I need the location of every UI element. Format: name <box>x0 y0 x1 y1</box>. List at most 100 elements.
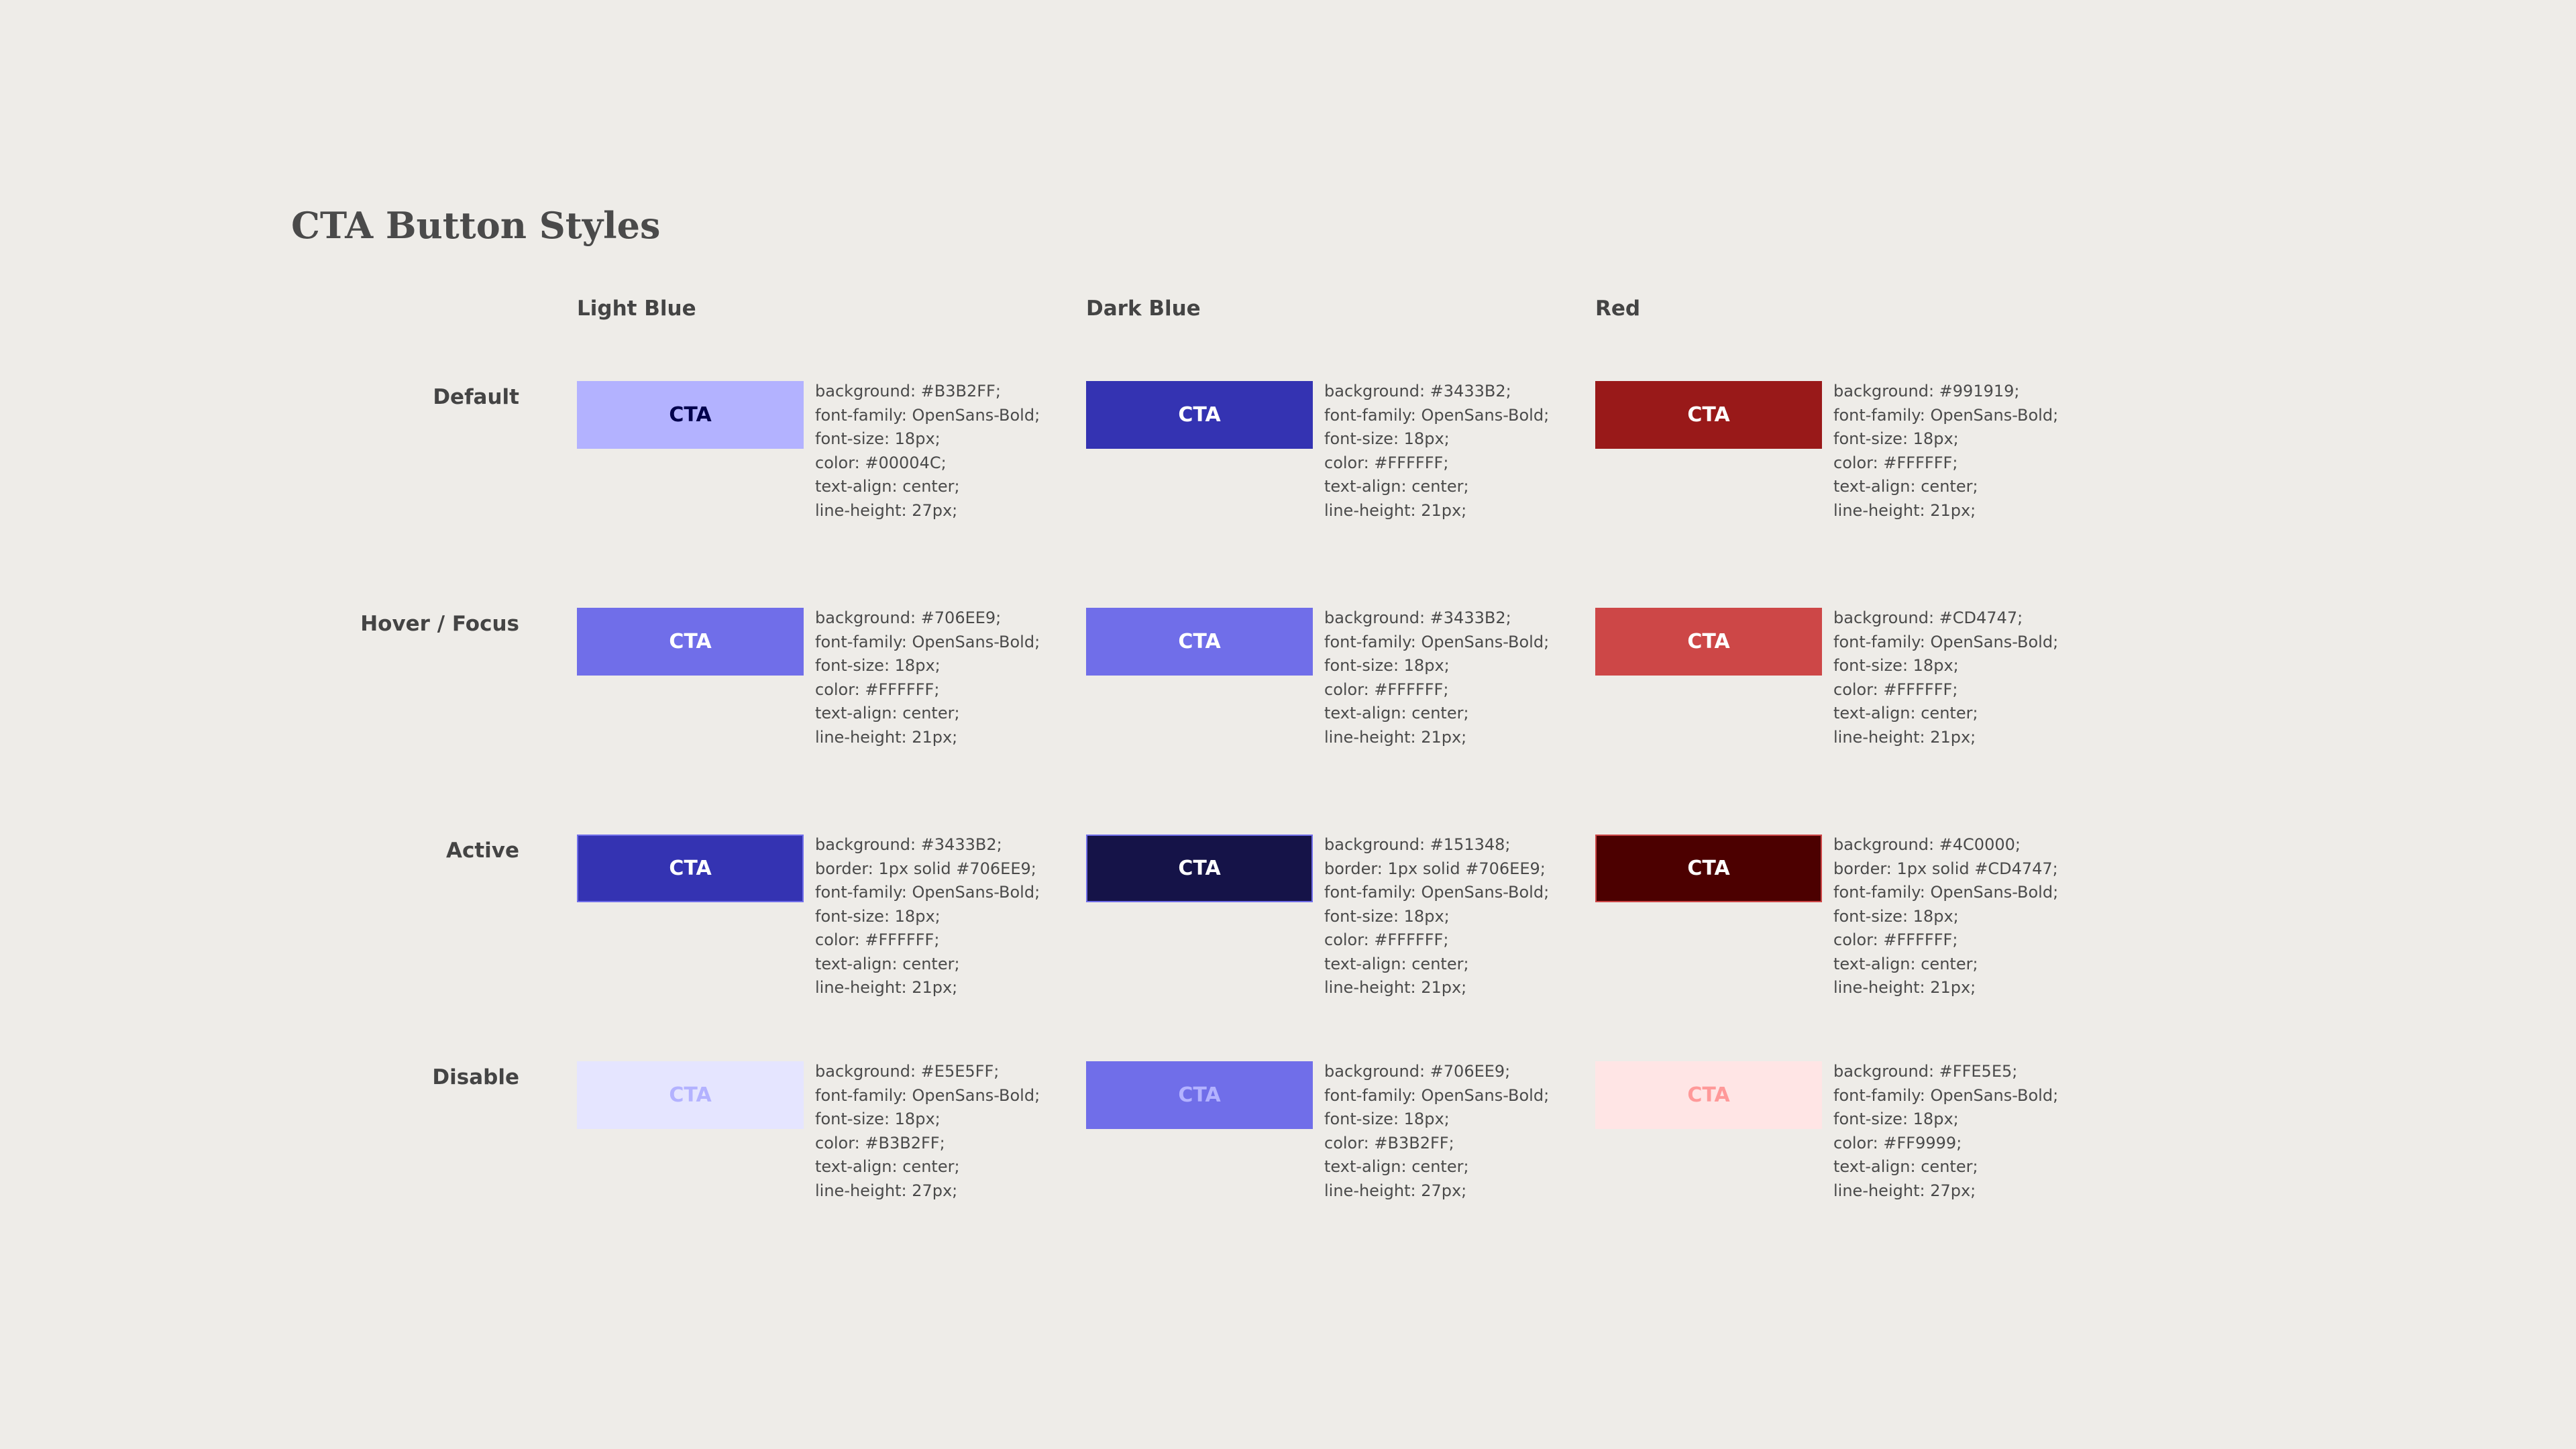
spec-line: font-size: 18px; <box>1833 656 1959 675</box>
spec-line: font-size: 18px; <box>815 429 941 448</box>
spec-line: color: #FFFFFF; <box>1833 930 1958 949</box>
spec-line: line-height: 21px; <box>1324 978 1467 997</box>
page-title: CTA Button Styles <box>291 204 661 247</box>
cta-button-light-blue-default[interactable]: CTA <box>577 381 804 449</box>
spec-line: color: #FFFFFF; <box>815 930 940 949</box>
spec-line: color: #FFFFFF; <box>1324 453 1449 472</box>
spec-line: font-family: OpenSans-Bold; <box>1833 632 2059 651</box>
spec-line: font-family: OpenSans-Bold; <box>1833 883 2059 902</box>
spec-line: font-size: 18px; <box>1833 429 1959 448</box>
spec-line: font-family: OpenSans-Bold; <box>815 883 1040 902</box>
spec-line: line-height: 27px; <box>815 1181 958 1200</box>
spec-line: text-align: center; <box>815 704 960 722</box>
spec-line: text-align: center; <box>1324 1157 1469 1176</box>
style-specs-red-disable: background: #FFE5E5; font-family: OpenSan… <box>1833 1060 2058 1203</box>
spec-line: font-size: 18px; <box>1324 906 1450 926</box>
spec-line: color: #FFFFFF; <box>1324 680 1449 699</box>
spec-line: line-height: 21px; <box>1324 500 1467 520</box>
spec-line: font-family: OpenSans-Bold; <box>1324 632 1550 651</box>
spec-line: color: #00004C; <box>815 453 947 472</box>
style-specs-light-blue-disable: background: #E5E5FF; font-family: OpenSan… <box>815 1060 1040 1203</box>
spec-line: border: 1px solid #CD4747; <box>1833 859 2058 878</box>
cta-button-dark-blue-hover-focus[interactable]: CTA <box>1086 608 1313 676</box>
spec-line: color: #FF9999; <box>1833 1133 1962 1152</box>
spec-line: background: #3433B2; <box>1324 382 1511 400</box>
row-label-default: Default <box>433 385 519 409</box>
spec-line: border: 1px solid #706EE9; <box>1324 859 1546 878</box>
column-header-dark-blue: Dark Blue <box>1086 297 1201 321</box>
spec-line: color: #FFFFFF; <box>1833 680 1958 699</box>
spec-line: color: #B3B2FF; <box>815 1133 945 1152</box>
spec-line: text-align: center; <box>815 1157 960 1176</box>
spec-line: background: #E5E5FF; <box>815 1062 1000 1081</box>
spec-line: line-height: 21px; <box>1833 727 1976 747</box>
cta-button-dark-blue-default[interactable]: CTA <box>1086 381 1313 449</box>
cta-button-red-active[interactable]: CTA <box>1595 835 1822 902</box>
style-specs-red-default: background: #991919; font-family: OpenSan… <box>1833 380 2058 523</box>
cta-button-light-blue-hover-focus[interactable]: CTA <box>577 608 804 676</box>
spec-line: text-align: center; <box>1324 954 1469 973</box>
spec-line: text-align: center; <box>1833 954 1978 973</box>
spec-line: text-align: center; <box>815 954 960 973</box>
spec-line: background: #991919; <box>1833 382 2020 400</box>
spec-line: line-height: 21px; <box>1833 978 1976 997</box>
spec-line: line-height: 27px; <box>1324 1181 1467 1200</box>
row-label-hover-focus: Hover / Focus <box>360 612 519 636</box>
spec-line: font-size: 18px; <box>815 656 941 675</box>
spec-line: font-family: OpenSans-Bold; <box>1833 1085 2059 1105</box>
spec-line: font-size: 18px; <box>815 906 941 926</box>
cta-button-dark-blue-disable[interactable]: CTA <box>1086 1061 1313 1129</box>
spec-line: text-align: center; <box>1833 704 1978 722</box>
style-specs-light-blue-default: background: #B3B2FF; font-family: OpenSan… <box>815 380 1040 523</box>
cta-button-red-hover-focus[interactable]: CTA <box>1595 608 1822 676</box>
spec-line: text-align: center; <box>815 477 960 496</box>
spec-line: font-size: 18px; <box>1324 1110 1450 1128</box>
spec-line: font-size: 18px; <box>815 1110 941 1128</box>
style-specs-dark-blue-disable: background: #706EE9; font-family: OpenSan… <box>1324 1060 1549 1203</box>
spec-line: text-align: center; <box>1324 704 1469 722</box>
spec-line: line-height: 21px; <box>815 978 958 997</box>
spec-line: font-size: 18px; <box>1833 906 1959 926</box>
cta-button-light-blue-disable[interactable]: CTA <box>577 1061 804 1129</box>
spec-line: background: #B3B2FF; <box>815 382 1001 400</box>
style-specs-dark-blue-default: background: #3433B2; font-family: OpenSan… <box>1324 380 1549 523</box>
spec-line: font-family: OpenSans-Bold; <box>1324 405 1550 425</box>
spec-line: font-family: OpenSans-Bold; <box>815 1085 1040 1105</box>
spec-line: line-height: 27px; <box>1833 1181 1976 1200</box>
spec-line: background: #151348; <box>1324 835 1511 854</box>
spec-line: color: #FFFFFF; <box>1324 930 1449 949</box>
cta-button-light-blue-active[interactable]: CTA <box>577 835 804 902</box>
spec-line: line-height: 27px; <box>815 500 958 520</box>
spec-line: background: #706EE9; <box>815 608 1002 627</box>
spec-line: color: #B3B2FF; <box>1324 1133 1454 1152</box>
spec-line: background: #706EE9; <box>1324 1062 1511 1081</box>
style-specs-dark-blue-hover-focus: background: #3433B2; font-family: OpenSan… <box>1324 606 1549 749</box>
spec-line: font-family: OpenSans-Bold; <box>815 632 1040 651</box>
spec-line: font-size: 18px; <box>1833 1110 1959 1128</box>
spec-line: background: #FFE5E5; <box>1833 1062 2018 1081</box>
cta-button-red-disable[interactable]: CTA <box>1595 1061 1822 1129</box>
spec-line: background: #3433B2; <box>1324 608 1511 627</box>
spec-line: background: #CD4747; <box>1833 608 2023 627</box>
spec-line: border: 1px solid #706EE9; <box>815 859 1036 878</box>
style-specs-light-blue-hover-focus: background: #706EE9; font-family: OpenSan… <box>815 606 1040 749</box>
cta-button-dark-blue-active[interactable]: CTA <box>1086 835 1313 902</box>
cta-button-red-default[interactable]: CTA <box>1595 381 1822 449</box>
spec-line: font-family: OpenSans-Bold; <box>1833 405 2059 425</box>
spec-line: color: #FFFFFF; <box>1833 453 1958 472</box>
spec-line: color: #FFFFFF; <box>815 680 940 699</box>
spec-line: font-family: OpenSans-Bold; <box>1324 1085 1550 1105</box>
column-header-light-blue: Light Blue <box>577 297 696 321</box>
style-specs-red-active: background: #4C0000; border: 1px solid #C… <box>1833 833 2058 1000</box>
column-header-red: Red <box>1595 297 1641 321</box>
style-specs-dark-blue-active: background: #151348; border: 1px solid #7… <box>1324 833 1549 1000</box>
style-specs-red-hover-focus: background: #CD4747; font-family: OpenSan… <box>1833 606 2058 749</box>
spec-line: font-family: OpenSans-Bold; <box>1324 883 1550 902</box>
spec-line: text-align: center; <box>1833 477 1978 496</box>
spec-line: text-align: center; <box>1833 1157 1978 1176</box>
spec-line: line-height: 21px; <box>1324 727 1467 747</box>
spec-line: line-height: 21px; <box>815 727 958 747</box>
spec-line: font-family: OpenSans-Bold; <box>815 405 1040 425</box>
style-specs-light-blue-active: background: #3433B2; border: 1px solid #7… <box>815 833 1040 1000</box>
spec-line: background: #3433B2; <box>815 835 1002 854</box>
